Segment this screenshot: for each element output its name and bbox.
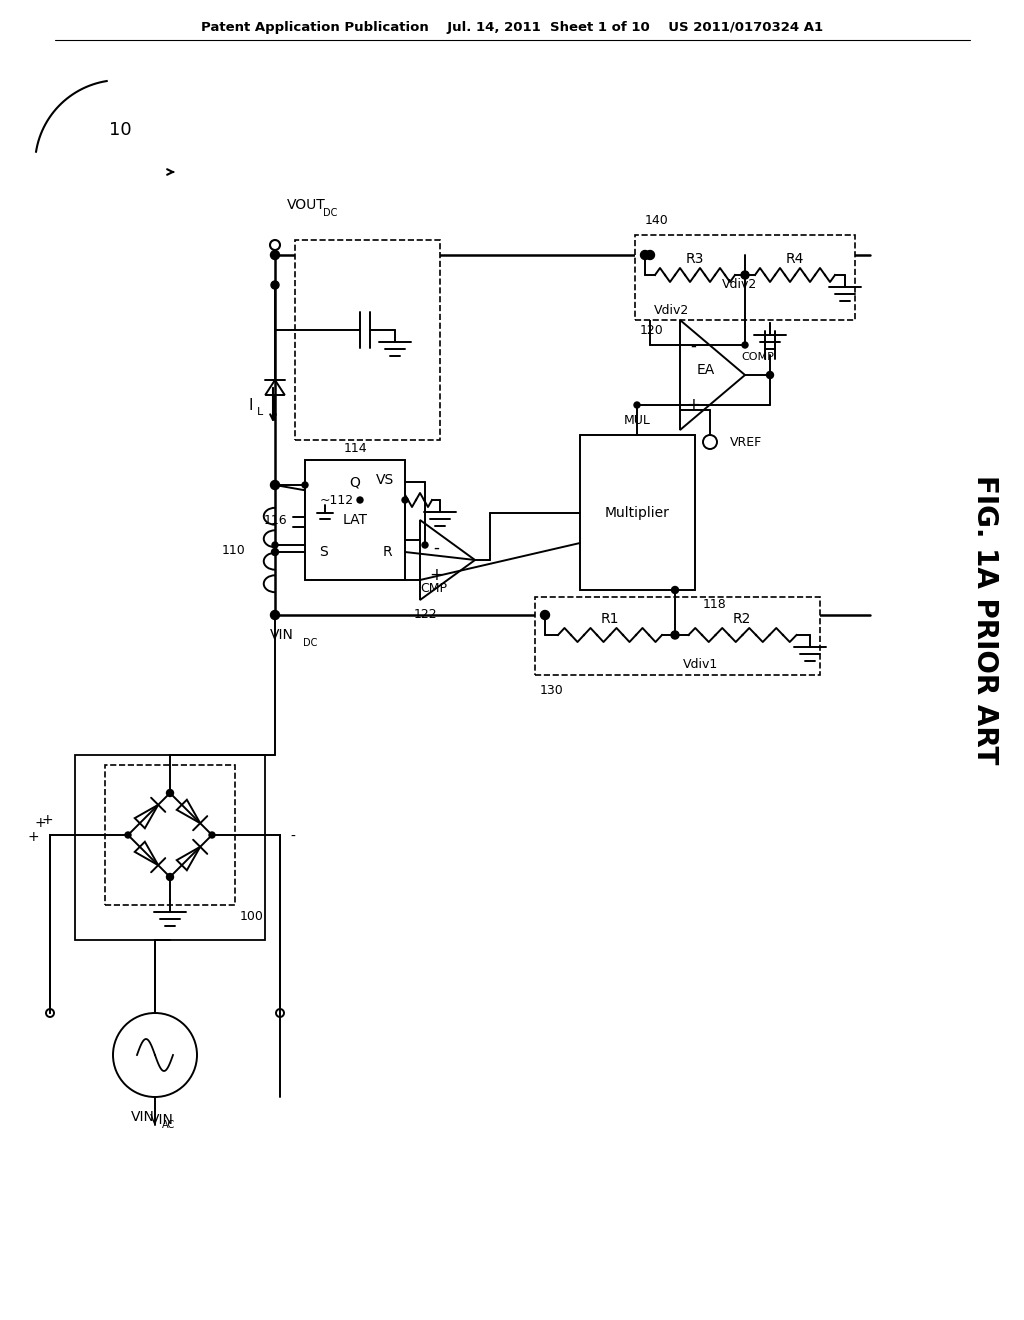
- Circle shape: [422, 543, 428, 548]
- Bar: [75, 755, 265, 940]
- Text: -: -: [291, 830, 296, 843]
- Circle shape: [672, 586, 679, 594]
- Text: R1: R1: [601, 612, 620, 626]
- Circle shape: [742, 342, 748, 348]
- Text: VIN: VIN: [131, 1110, 155, 1125]
- Circle shape: [270, 251, 280, 260]
- Text: R2: R2: [733, 612, 752, 626]
- Text: +: +: [429, 566, 443, 583]
- Text: VOUT: VOUT: [287, 198, 326, 213]
- Text: ~112: ~112: [319, 494, 354, 507]
- Text: 114: 114: [343, 441, 367, 454]
- Circle shape: [402, 498, 408, 503]
- Circle shape: [541, 610, 550, 619]
- Circle shape: [270, 610, 280, 619]
- Text: VIN: VIN: [270, 628, 294, 642]
- Circle shape: [125, 832, 131, 838]
- Text: MUL: MUL: [624, 413, 650, 426]
- Text: 140: 140: [645, 214, 669, 227]
- Bar: [305, 459, 406, 579]
- Text: 10: 10: [109, 121, 131, 139]
- Text: 118: 118: [703, 598, 727, 611]
- Bar: [295, 240, 440, 440]
- Circle shape: [272, 543, 278, 548]
- Text: +: +: [28, 830, 39, 843]
- Text: VS: VS: [376, 473, 394, 487]
- Circle shape: [741, 271, 749, 279]
- Text: 122: 122: [414, 607, 437, 620]
- Bar: [105, 766, 234, 906]
- Circle shape: [640, 251, 649, 260]
- Text: S: S: [318, 545, 328, 558]
- Text: R: R: [382, 545, 392, 558]
- Text: LAT: LAT: [342, 513, 368, 527]
- Circle shape: [167, 874, 173, 880]
- Text: VREF: VREF: [730, 436, 762, 449]
- Text: 130: 130: [540, 684, 564, 697]
- Circle shape: [634, 403, 640, 408]
- Text: Multiplier: Multiplier: [604, 506, 670, 520]
- Text: Vdiv2: Vdiv2: [722, 279, 758, 292]
- Text: Vdiv1: Vdiv1: [683, 659, 718, 672]
- Text: 110: 110: [221, 544, 245, 557]
- Circle shape: [270, 480, 280, 490]
- Text: -: -: [433, 539, 439, 557]
- Text: L: L: [257, 407, 263, 417]
- Circle shape: [302, 482, 308, 488]
- Text: COMP: COMP: [741, 352, 774, 362]
- Text: FIG. 1A PRIOR ART: FIG. 1A PRIOR ART: [971, 475, 999, 764]
- Text: VIN: VIN: [150, 1113, 174, 1127]
- Text: DC: DC: [303, 638, 317, 648]
- Text: AC: AC: [163, 1119, 176, 1130]
- Text: -: -: [690, 337, 696, 354]
- Circle shape: [271, 281, 279, 289]
- Circle shape: [357, 498, 362, 503]
- Text: +: +: [34, 816, 46, 830]
- Text: +: +: [686, 396, 700, 413]
- Text: I: I: [249, 397, 253, 412]
- Bar: [635, 235, 855, 319]
- Text: Vdiv2: Vdiv2: [654, 305, 689, 318]
- Text: Patent Application Publication    Jul. 14, 2011  Sheet 1 of 10    US 2011/017032: Patent Application Publication Jul. 14, …: [201, 21, 823, 33]
- Circle shape: [271, 549, 279, 556]
- Circle shape: [645, 251, 654, 260]
- Circle shape: [167, 789, 173, 796]
- Bar: [535, 597, 820, 675]
- Text: R4: R4: [785, 252, 804, 267]
- Text: 120: 120: [640, 325, 664, 338]
- Text: 100: 100: [240, 911, 264, 924]
- Text: 116: 116: [263, 513, 287, 527]
- Text: CMP: CMP: [420, 582, 447, 594]
- Bar: [580, 436, 695, 590]
- Text: R3: R3: [686, 252, 705, 267]
- Text: Q: Q: [349, 475, 360, 488]
- Text: +: +: [41, 813, 53, 828]
- Circle shape: [209, 832, 215, 838]
- Text: DC: DC: [323, 209, 337, 218]
- Circle shape: [767, 371, 773, 379]
- Text: EA: EA: [697, 363, 715, 378]
- Circle shape: [671, 631, 679, 639]
